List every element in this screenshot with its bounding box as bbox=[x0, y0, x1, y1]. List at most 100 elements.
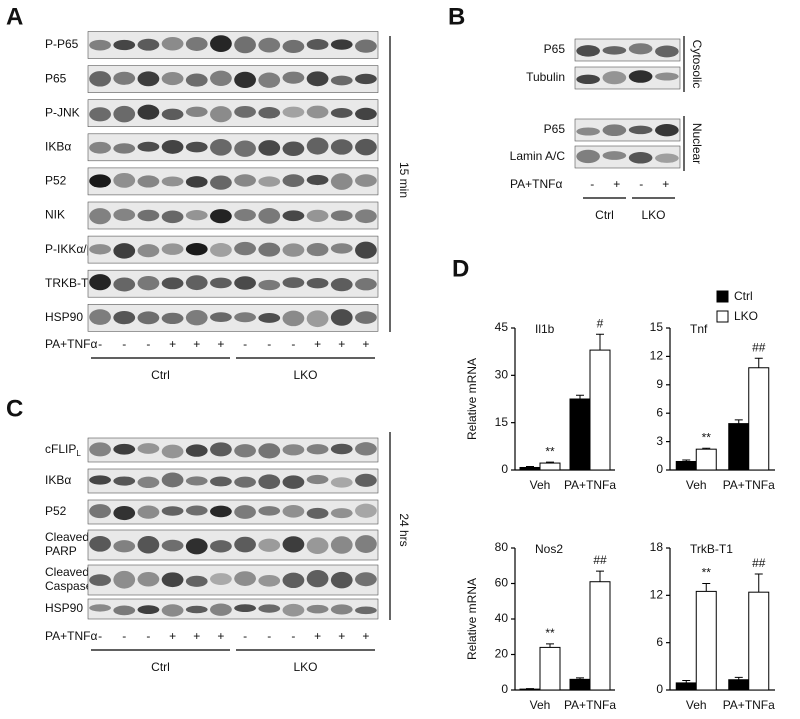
error-bar bbox=[734, 419, 743, 424]
significance: ## bbox=[752, 556, 766, 570]
blot-band bbox=[306, 137, 329, 155]
blot-band bbox=[258, 37, 281, 53]
bar bbox=[589, 349, 611, 471]
y-tick-label: 40 bbox=[495, 611, 509, 625]
blot-band bbox=[306, 507, 329, 519]
y-tick-label: 60 bbox=[495, 576, 509, 590]
blot-band bbox=[113, 505, 136, 521]
blot-band bbox=[355, 535, 377, 553]
blot-band bbox=[185, 106, 208, 117]
error-bar bbox=[546, 461, 554, 464]
blot-band bbox=[258, 506, 281, 516]
error-bar bbox=[576, 677, 584, 680]
row-label: P65 bbox=[544, 42, 566, 56]
treatment-sign: - bbox=[243, 629, 247, 643]
treatment-sign: + bbox=[314, 629, 321, 643]
y-tick-label: 45 bbox=[495, 320, 509, 334]
blot-strip bbox=[87, 235, 379, 264]
blot-band bbox=[258, 538, 281, 552]
blot-strip bbox=[87, 269, 379, 298]
error-bar bbox=[596, 333, 604, 351]
treatment-sign: + bbox=[613, 177, 620, 191]
blot-band bbox=[355, 503, 377, 518]
blot-band bbox=[113, 143, 136, 154]
duration: 15 min bbox=[397, 162, 411, 198]
blot-band bbox=[355, 209, 377, 224]
group-label: Ctrl bbox=[151, 368, 170, 382]
blot-band bbox=[306, 310, 329, 328]
blot-band bbox=[282, 603, 305, 617]
error-bar bbox=[702, 583, 711, 592]
significance: ## bbox=[752, 340, 766, 354]
blot-band bbox=[655, 72, 679, 81]
blot-band bbox=[355, 174, 377, 187]
treatment-sign: - bbox=[122, 629, 126, 643]
blot-band bbox=[185, 73, 208, 87]
blot-band bbox=[306, 604, 329, 614]
panel-letter: A bbox=[6, 3, 23, 30]
blot-band bbox=[355, 138, 377, 156]
row-label: Lamin A/C bbox=[510, 149, 566, 163]
treatment-sign: + bbox=[217, 629, 224, 643]
significance: ** bbox=[545, 626, 555, 640]
y-tick-label: 0 bbox=[501, 682, 508, 696]
chart-title: TrkB-T1 bbox=[690, 542, 733, 556]
error-bar bbox=[526, 688, 534, 690]
blot-band bbox=[282, 243, 305, 257]
blot-band bbox=[210, 442, 232, 457]
blot-band bbox=[185, 444, 208, 457]
blot-strip bbox=[574, 145, 681, 169]
blot-band bbox=[185, 605, 208, 614]
treatment-sign: - bbox=[243, 337, 247, 351]
blot-band bbox=[210, 573, 232, 585]
blot-band bbox=[234, 241, 256, 256]
blot-band bbox=[137, 244, 160, 258]
blot-band bbox=[210, 476, 232, 487]
y-tick-label: 12 bbox=[650, 588, 664, 602]
significance: ## bbox=[593, 553, 607, 567]
blot-band bbox=[234, 71, 256, 89]
row-label: P-JNK bbox=[45, 105, 80, 119]
row-label: P52 bbox=[45, 504, 67, 518]
blot-band bbox=[113, 570, 136, 589]
blot-band bbox=[355, 39, 377, 53]
treatment-sign: - bbox=[590, 177, 594, 191]
blot-band bbox=[258, 574, 281, 587]
blot-band bbox=[330, 139, 353, 155]
blot-band bbox=[330, 278, 353, 292]
error-bar bbox=[754, 357, 763, 368]
blot-strip bbox=[574, 66, 681, 90]
blot-band bbox=[282, 39, 305, 54]
blot-band bbox=[234, 536, 256, 553]
blot-band bbox=[282, 572, 305, 589]
treatment-sign: - bbox=[639, 177, 643, 191]
blot-band bbox=[89, 71, 111, 87]
blot-band bbox=[113, 540, 136, 553]
blot-strip bbox=[87, 65, 379, 93]
y-tick-label: 3 bbox=[656, 434, 663, 448]
blot-band bbox=[282, 71, 305, 84]
error-bar bbox=[682, 680, 691, 683]
treatment-sign: + bbox=[193, 629, 200, 643]
blot-band bbox=[185, 575, 208, 587]
blot-band bbox=[234, 208, 256, 222]
blot-band bbox=[113, 71, 136, 85]
error-bar bbox=[526, 466, 534, 468]
blot-band bbox=[210, 540, 232, 553]
bar bbox=[589, 581, 611, 691]
blot-band bbox=[185, 141, 208, 153]
blot-strip bbox=[87, 167, 379, 196]
blot-band bbox=[306, 474, 329, 485]
blot-band bbox=[330, 243, 353, 254]
blot-band bbox=[161, 243, 184, 255]
blot-strip bbox=[87, 133, 379, 162]
blot-band bbox=[282, 536, 305, 553]
blot-band bbox=[282, 210, 305, 222]
blot-band bbox=[330, 604, 353, 615]
blot-band bbox=[602, 124, 627, 137]
blot-band bbox=[330, 39, 353, 50]
blot-band bbox=[89, 442, 111, 457]
blot-band bbox=[234, 105, 256, 118]
blot-band bbox=[628, 152, 653, 164]
